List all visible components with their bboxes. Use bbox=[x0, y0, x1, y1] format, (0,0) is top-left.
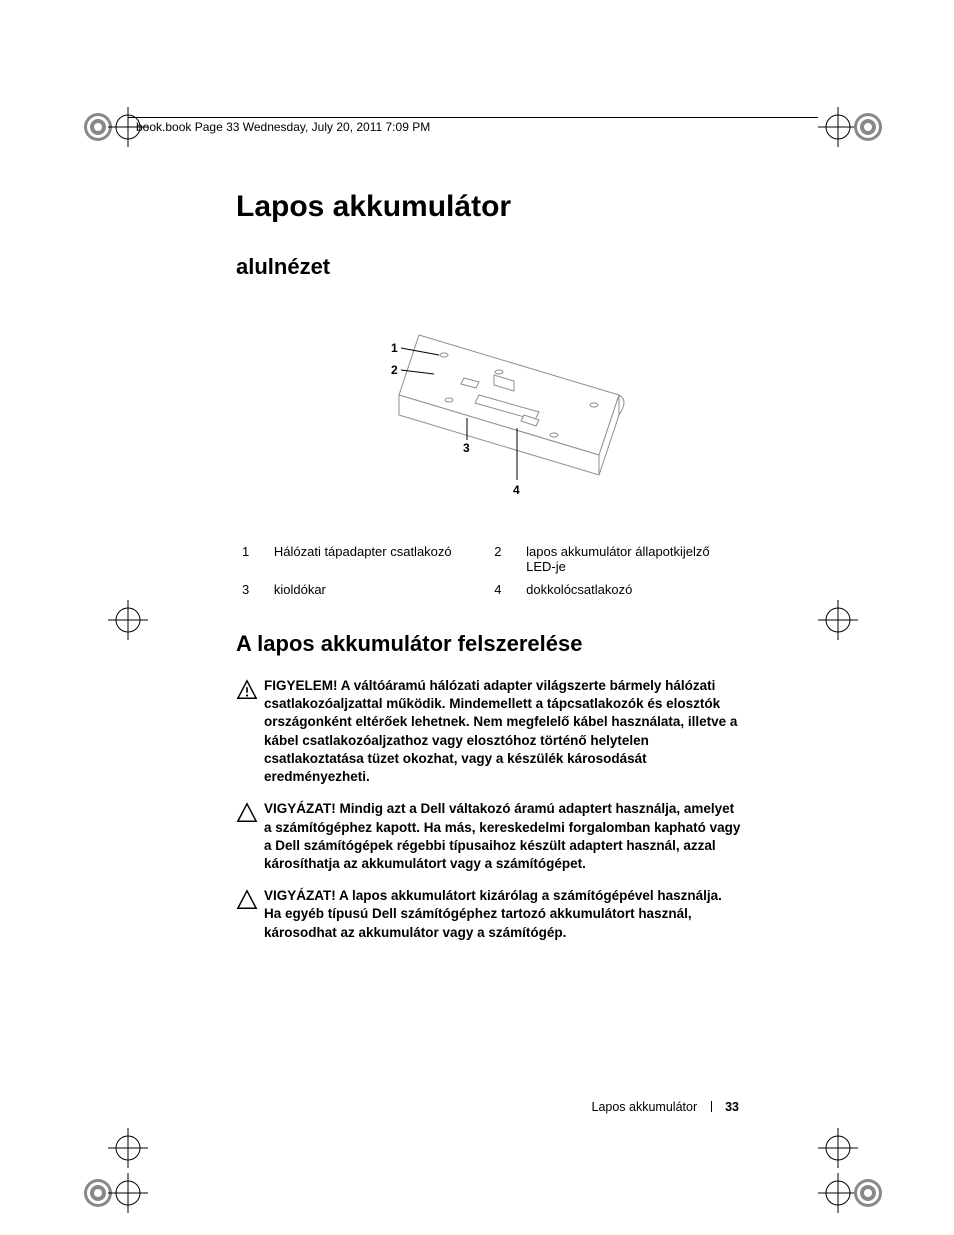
caution-notice: VIGYÁZAT! Mindig azt a Dell váltakozó ár… bbox=[236, 800, 741, 873]
caution-notice: VIGYÁZAT! A lapos akkumulátort kizárólag… bbox=[236, 887, 741, 942]
notice-text: VIGYÁZAT! A lapos akkumulátort kizárólag… bbox=[264, 887, 741, 942]
notice-text: FIGYELEM! A váltóáramú hálózati adapter … bbox=[264, 677, 741, 786]
page-content: Lapos akkumulátor alulnézet bbox=[236, 190, 741, 956]
crosshair-icon bbox=[108, 600, 148, 640]
battery-diagram: 1 2 3 4 bbox=[236, 300, 741, 515]
part-desc: dokkolócsatlakozó bbox=[520, 578, 741, 601]
regmark-icon bbox=[848, 1173, 888, 1213]
part-desc: lapos akkumulátor állapotkijelző LED-je bbox=[520, 540, 741, 578]
callout-3: 3 bbox=[463, 441, 470, 455]
document-page: book.book Page 33 Wednesday, July 20, 20… bbox=[0, 0, 954, 1235]
caution-icon bbox=[236, 889, 258, 916]
footer-page-number: 33 bbox=[725, 1100, 739, 1114]
parts-legend-table: 1 Hálózati tápadapter csatlakozó 2 lapos… bbox=[236, 540, 741, 601]
part-num: 1 bbox=[236, 540, 268, 578]
table-row: 3 kioldókar 4 dokkolócsatlakozó bbox=[236, 578, 741, 601]
page-footer: Lapos akkumulátor 33 bbox=[592, 1100, 740, 1114]
callout-1: 1 bbox=[391, 341, 398, 355]
warning-notice: FIGYELEM! A váltóáramú hálózati adapter … bbox=[236, 677, 741, 786]
callout-2: 2 bbox=[391, 363, 398, 377]
frame-header-text: book.book Page 33 Wednesday, July 20, 20… bbox=[136, 120, 430, 134]
regmark-icon bbox=[848, 107, 888, 147]
crosshair-icon bbox=[108, 1173, 148, 1213]
table-row: 1 Hálózati tápadapter csatlakozó 2 lapos… bbox=[236, 540, 741, 578]
crosshair-icon bbox=[818, 600, 858, 640]
page-title: Lapos akkumulátor bbox=[236, 190, 741, 224]
section-heading-view: alulnézet bbox=[236, 254, 741, 280]
footer-section: Lapos akkumulátor bbox=[592, 1100, 698, 1114]
part-desc: Hálózati tápadapter csatlakozó bbox=[268, 540, 488, 578]
caution-icon bbox=[236, 802, 258, 829]
part-num: 2 bbox=[488, 540, 520, 578]
section-heading-install: A lapos akkumulátor felszerelése bbox=[236, 631, 741, 657]
header-rule bbox=[128, 117, 818, 118]
warning-icon bbox=[236, 679, 258, 706]
part-num: 4 bbox=[488, 578, 520, 601]
part-desc: kioldókar bbox=[268, 578, 488, 601]
notice-text: VIGYÁZAT! Mindig azt a Dell váltakozó ár… bbox=[264, 800, 741, 873]
footer-separator bbox=[711, 1101, 712, 1112]
crosshair-icon bbox=[818, 1128, 858, 1168]
crosshair-icon bbox=[108, 1128, 148, 1168]
callout-4: 4 bbox=[513, 483, 520, 497]
part-num: 3 bbox=[236, 578, 268, 601]
